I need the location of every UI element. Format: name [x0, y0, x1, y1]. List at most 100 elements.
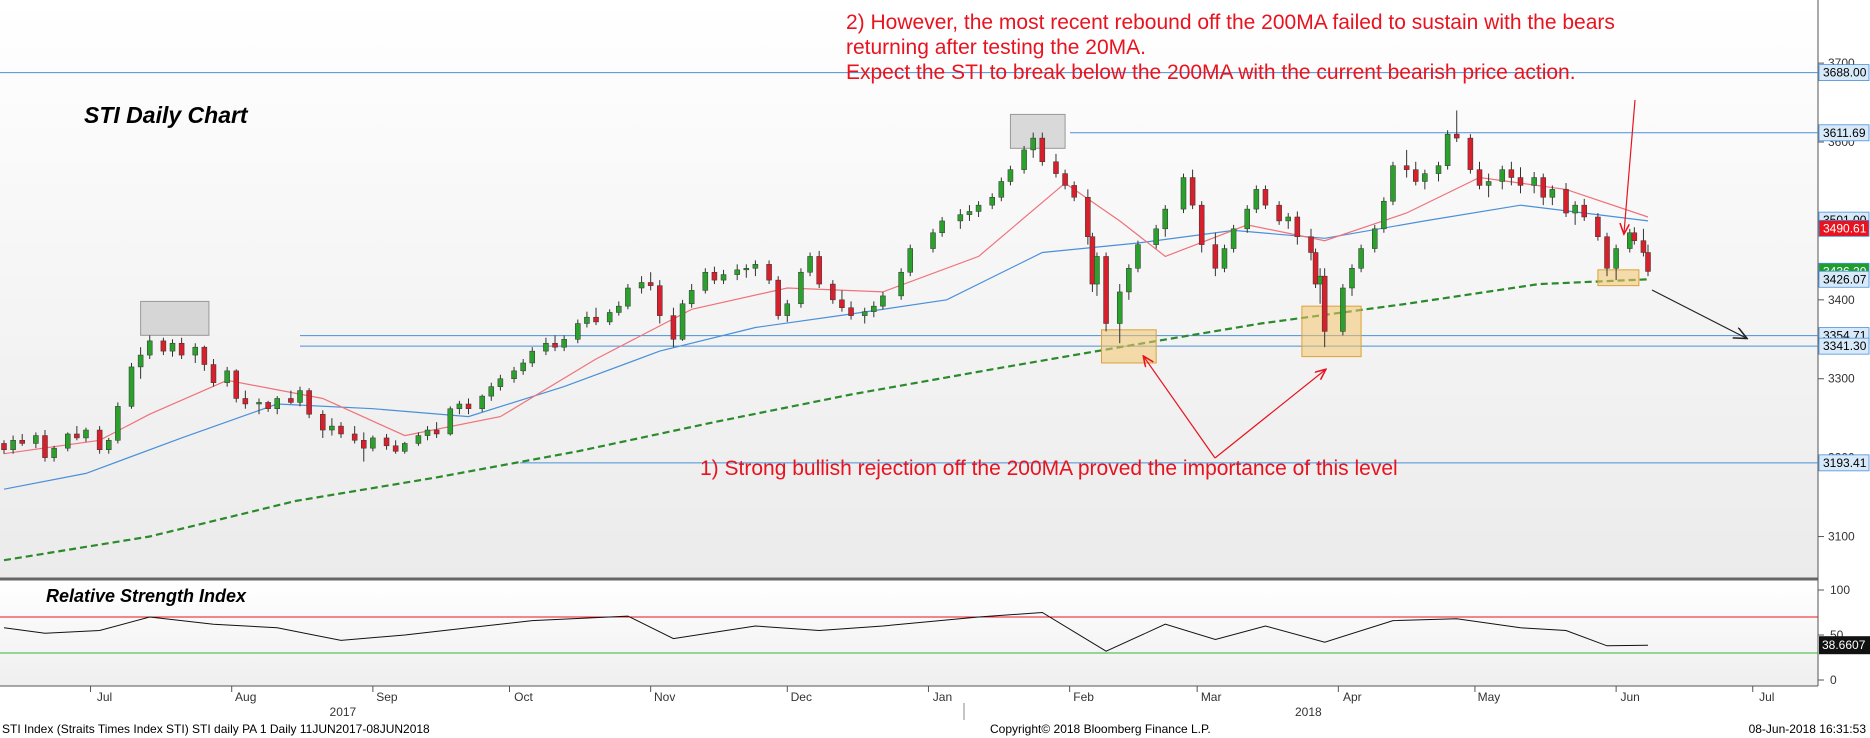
candle-body — [1572, 204, 1578, 214]
candle-body — [210, 364, 217, 383]
candle-body — [83, 429, 89, 439]
candle-body — [1262, 189, 1269, 206]
candle-body — [1412, 169, 1419, 182]
candle-body — [839, 299, 845, 308]
candle-body — [1627, 232, 1633, 249]
candle-body — [543, 342, 549, 352]
candle-body — [529, 350, 536, 364]
price-panel-bg — [0, 0, 1818, 578]
footer-source: STI Index (Straits Times Index STI) STI … — [2, 722, 430, 736]
candle-body — [192, 346, 199, 356]
candle-body — [734, 269, 740, 275]
rsi-last-label: 38.6607 — [1822, 638, 1866, 652]
candle-body — [105, 440, 112, 451]
candle-body — [511, 370, 517, 379]
highlight-box — [140, 300, 210, 336]
candle-body — [1531, 177, 1537, 186]
candle-body — [606, 312, 613, 323]
candle-body — [465, 403, 472, 409]
candle-body — [784, 303, 791, 316]
rsi-last-label-bg — [1819, 636, 1870, 655]
candle-body — [752, 264, 759, 269]
x-tick-label: Mar — [1201, 690, 1222, 704]
level-label: 3611.69 — [1823, 126, 1866, 140]
candle-body — [720, 274, 727, 281]
candle-body — [242, 398, 249, 405]
candle-body — [137, 354, 144, 368]
candle-body — [1604, 236, 1610, 269]
candle-body — [1422, 173, 1428, 182]
candle-body — [775, 279, 781, 316]
candle-body — [115, 406, 121, 441]
candle-body — [42, 435, 48, 458]
rsi-title: Relative Strength Index — [46, 586, 247, 606]
ma20-path — [3, 176, 1649, 455]
x-year-label: 2018 — [1295, 705, 1322, 719]
candle-body — [1021, 149, 1027, 170]
x-tick-label: Feb — [1073, 690, 1094, 704]
candle-body — [966, 211, 973, 215]
candle-body — [743, 268, 750, 271]
candle-body — [1640, 240, 1647, 253]
candle-body — [265, 402, 271, 409]
y-axis-ticks: 3100320033003400350036003700050100 — [1818, 56, 1855, 687]
x-tick-label: Oct — [514, 690, 533, 704]
candle-body — [1312, 252, 1319, 285]
candle-body — [1485, 181, 1492, 186]
level-label-bg — [1818, 124, 1870, 142]
candle-body — [160, 340, 167, 352]
candle-body — [402, 443, 408, 452]
candle-body — [766, 264, 772, 281]
candle-body — [447, 408, 454, 435]
price-labels: 3688.003611.693354.713341.303193.413501.… — [1818, 64, 1870, 655]
candle-body — [146, 340, 153, 356]
candle-body — [1, 443, 7, 451]
candle-body — [1358, 248, 1364, 269]
level-label-bg — [1818, 454, 1870, 472]
ma200-line — [3, 278, 1649, 562]
candle-body — [907, 248, 913, 273]
candle-body — [616, 305, 622, 313]
candle-body — [169, 342, 176, 352]
candle-body — [297, 390, 303, 403]
candle-body — [871, 305, 877, 312]
candle-body — [392, 445, 399, 452]
candle-body — [1444, 133, 1451, 166]
candle-body — [1613, 248, 1619, 269]
candle-body — [816, 256, 822, 285]
candle-body — [593, 316, 599, 323]
candle-body — [10, 440, 16, 451]
ma20-line — [3, 176, 1649, 455]
candle-body — [520, 362, 526, 372]
horizontal-levels — [0, 72, 1818, 464]
candle-body — [1563, 189, 1569, 214]
rsi-tick-label: 0 — [1830, 673, 1837, 687]
rsi-tick-label: 100 — [1830, 583, 1850, 597]
last-close-label-bg — [1818, 219, 1870, 237]
candle-body — [424, 429, 431, 436]
candle-body — [1071, 185, 1077, 198]
candle-body — [19, 440, 25, 444]
level-label-bg — [1818, 64, 1870, 81]
highlight-box — [1101, 329, 1157, 364]
candle-body — [998, 181, 1005, 198]
candle-body — [561, 339, 567, 348]
candle-body — [930, 232, 936, 249]
candle-body — [1372, 228, 1378, 249]
candle-body — [1162, 208, 1169, 230]
candle-body — [456, 403, 463, 409]
x-tick-label: Jul — [97, 690, 112, 704]
candle-body — [1230, 228, 1237, 249]
candle-body — [1317, 275, 1323, 285]
candle-body — [848, 307, 854, 316]
candle-body — [880, 295, 886, 307]
candle-body — [1540, 177, 1547, 198]
candle-body — [488, 386, 495, 397]
candle-body — [351, 433, 358, 441]
candle-body — [1244, 208, 1250, 230]
candle-body — [702, 271, 709, 291]
y-tick-label: 3100 — [1828, 530, 1855, 544]
candle-body — [575, 323, 581, 340]
candle-body — [657, 285, 663, 316]
x-tick-label: Apr — [1343, 690, 1362, 704]
